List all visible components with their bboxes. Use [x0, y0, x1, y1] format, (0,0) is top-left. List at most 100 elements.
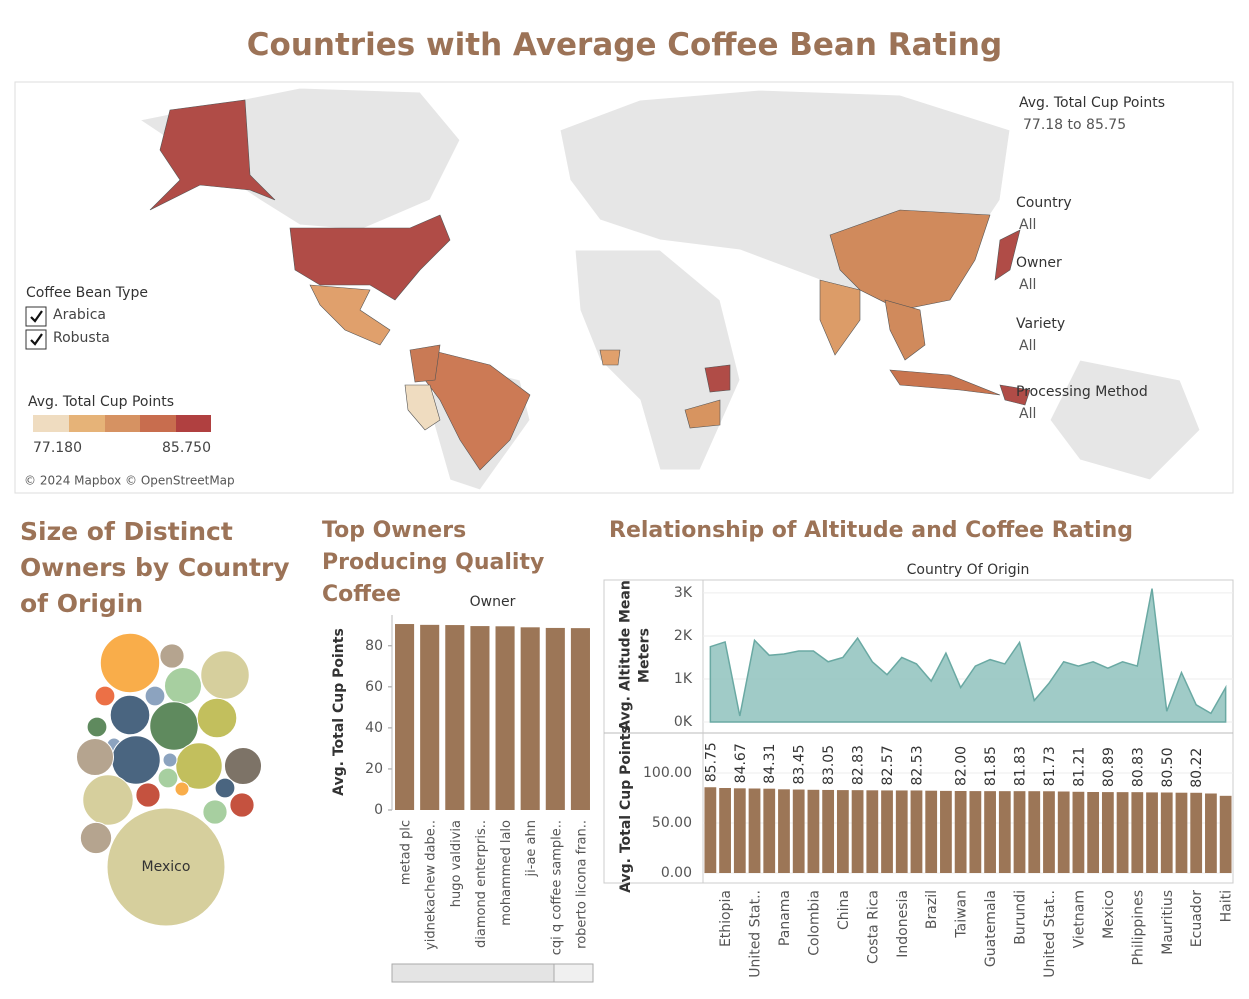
- bubble: [214, 777, 236, 799]
- chart-title: Relationship of Altitude and Coffee Rati…: [609, 518, 1134, 543]
- bar: [881, 790, 893, 873]
- bar: [1146, 792, 1158, 873]
- chart-title: Size of Distinct Owners by Country of Or…: [20, 517, 290, 618]
- bar: [940, 790, 952, 873]
- bar: [748, 788, 761, 873]
- value-label: 82.83: [851, 745, 867, 785]
- bar: [1013, 791, 1026, 873]
- bar: [520, 627, 540, 810]
- bar: [822, 789, 835, 873]
- legend-swatch: [69, 415, 105, 432]
- x-tick-label: Ecuador: [1189, 890, 1205, 947]
- x-tick-label: Indonesia: [895, 890, 911, 958]
- value-label: 82.00: [954, 746, 970, 786]
- x-tick-label: China: [836, 890, 852, 930]
- value-label: 83.05: [821, 745, 837, 785]
- x-tick-label: diamond enterpris..: [474, 820, 489, 948]
- legend-item: Robusta: [53, 330, 110, 346]
- y-axis-title: Meters: [637, 628, 653, 683]
- bar: [1116, 792, 1129, 873]
- legend-swatch: [33, 415, 69, 432]
- filter-value: All: [1019, 217, 1036, 233]
- value-label: 80.22: [1189, 748, 1205, 788]
- bubble: [174, 781, 190, 797]
- bubble: [135, 782, 161, 808]
- bar: [445, 625, 465, 810]
- attribution-bg: [20, 472, 242, 490]
- bar: [1043, 791, 1055, 873]
- y-tick-label: 0K: [674, 714, 693, 730]
- x-tick-label: Mexico: [1101, 890, 1117, 939]
- chart-title: Top Owners Producing Quality Coffee: [322, 518, 545, 607]
- bubble: [200, 650, 250, 700]
- y-tick-label: 20: [365, 761, 383, 777]
- map-countries: [149, 99, 1031, 471]
- bar: [1219, 795, 1232, 873]
- filter-value: All: [1019, 277, 1036, 293]
- y-axis-title: Avg. Total Cup Points: [331, 628, 347, 796]
- bar: [925, 790, 938, 873]
- bar: [1057, 791, 1070, 873]
- x-tick-label: Taiwan: [954, 890, 970, 939]
- filter-name: Processing Method: [1016, 384, 1148, 400]
- x-tick-label: hugo valdivia: [449, 820, 464, 907]
- bubble: [229, 792, 255, 818]
- bubble: [157, 767, 179, 789]
- bubble: [86, 716, 108, 738]
- value-label: 82.53: [909, 745, 925, 785]
- legend-min: 77.180: [33, 440, 82, 456]
- x-tick-label: Colombia: [806, 890, 822, 956]
- filter-name: Owner: [1016, 255, 1062, 271]
- filter-name: Variety: [1016, 316, 1065, 332]
- bar: [545, 627, 565, 810]
- x-tick-label: Haiti: [1219, 890, 1235, 922]
- bar: [1028, 791, 1041, 873]
- bubble: [82, 774, 134, 826]
- attribution: © 2024 Mapbox © OpenStreetMap: [24, 474, 235, 488]
- bar: [495, 626, 515, 810]
- bar: [954, 791, 967, 873]
- panel-frame: [603, 579, 1234, 884]
- x-tick-label: metad plc: [399, 820, 414, 885]
- filter-name: Country: [1016, 195, 1072, 211]
- bubble: [79, 821, 113, 855]
- checkbox[interactable]: [25, 306, 47, 327]
- x-tick-label: Guatemala: [983, 890, 999, 967]
- bubble: [196, 697, 238, 739]
- bubble: [223, 746, 263, 786]
- bar: [792, 789, 805, 873]
- y-axis-title: Avg. Total Cup Points: [618, 725, 634, 893]
- value-label: 83.45: [792, 744, 808, 784]
- x-header: Owner: [470, 594, 516, 610]
- bar: [1072, 791, 1085, 873]
- bar: [807, 789, 820, 873]
- bubble: [149, 701, 199, 751]
- legend-title: Coffee Bean Type: [26, 285, 148, 301]
- x-tick-label: Panama: [777, 890, 793, 946]
- bar: [733, 788, 746, 873]
- bar: [910, 790, 923, 873]
- x-tick-label: roberto licona fran..: [574, 820, 589, 949]
- bubble: [99, 632, 161, 694]
- legend-title: Avg. Total Cup Points: [28, 394, 174, 410]
- bubble: [109, 694, 151, 736]
- legend-swatch: [140, 415, 176, 432]
- bar: [470, 626, 490, 810]
- bubble: [159, 643, 185, 669]
- bar: [1205, 793, 1217, 873]
- scrollbar-thumb[interactable]: [391, 963, 555, 983]
- y-tick-label: 1K: [674, 671, 693, 687]
- value-label: 80.83: [1130, 747, 1146, 787]
- area: [709, 588, 1227, 723]
- bubble: [106, 807, 226, 927]
- y-axis-title: Avg. Altitude Mean: [618, 580, 634, 731]
- bar: [998, 791, 1011, 873]
- y-tick-label: 40: [365, 720, 383, 736]
- legend-item: Arabica: [53, 307, 106, 323]
- legend-max: 85.750: [162, 440, 211, 456]
- bar: [1160, 792, 1173, 873]
- bar: [1131, 792, 1144, 873]
- value-label: 81.73: [1042, 746, 1058, 786]
- checkbox[interactable]: [25, 329, 47, 350]
